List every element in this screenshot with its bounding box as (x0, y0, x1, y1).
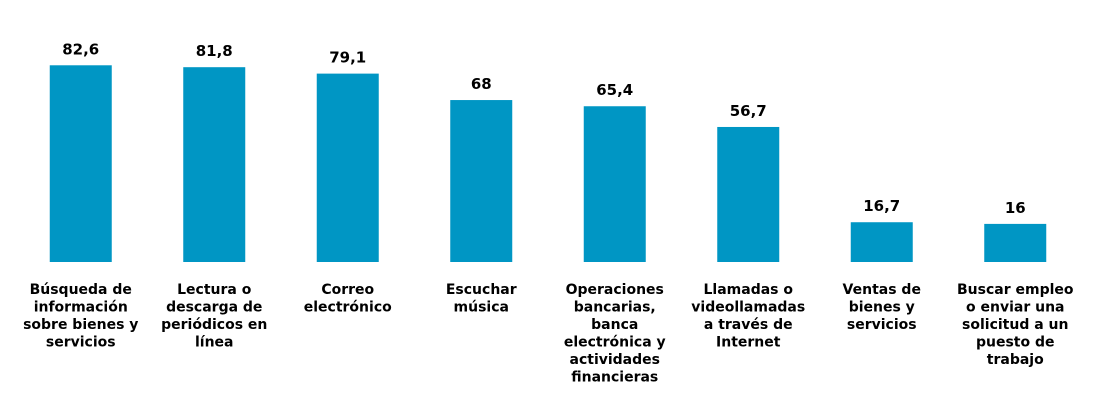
category-label-line: bienes y (849, 300, 915, 316)
category-label-line: Lectura o (177, 282, 252, 298)
category-label: Búsqueda de información sobre bienes y serv… (23, 282, 138, 351)
bar (49, 65, 112, 262)
category-label-line: videollamadas (691, 300, 805, 316)
category-label-line: Buscar empleo (957, 282, 1074, 298)
category-label-line: música (454, 300, 509, 316)
category-label: Correo electrónico (304, 282, 392, 316)
data-label: 56,7 (730, 102, 767, 120)
category-label-line: información (34, 300, 128, 316)
category-label: Lectura o descarga de periódicos en línea (161, 282, 267, 351)
category-label-line: sobre bienes y (23, 317, 138, 333)
category-label-line: o enviar una (966, 300, 1065, 316)
category-label-line: línea (195, 335, 234, 351)
data-label: 65,4 (596, 81, 633, 99)
data-label: 81,8 (196, 42, 233, 60)
category-label-line: Correo (321, 282, 374, 298)
bar (316, 73, 379, 262)
data-label: 16 (1005, 199, 1026, 217)
category-label-line: electrónica y (564, 335, 666, 351)
category-label-line: puesto de (976, 335, 1055, 351)
data-label: 16,7 (863, 197, 900, 215)
category-label-line: financieras (571, 370, 658, 386)
category-label-line: servicios (847, 317, 917, 333)
category-label-line: solicitud a un (962, 317, 1068, 333)
category-label: Llamadas o videollamadas a través de Intern… (691, 282, 805, 351)
category-label: Ventas de bienes y servicios (843, 282, 921, 333)
category-label-line: servicios (46, 335, 116, 351)
category-label-line: descarga de (166, 300, 262, 316)
category-label-line: Llamadas o (704, 282, 794, 298)
category-label-line: Escuchar (446, 282, 517, 298)
category-label-line: electrónico (304, 300, 392, 316)
bar (717, 126, 780, 262)
value-labels-group: 82,6 81,8 79,1 68 65,4 56,7 16,7 16 (62, 40, 1025, 217)
category-label-line: banca (591, 317, 638, 333)
category-label: Escuchar música (446, 282, 517, 316)
category-label-line: Operaciones (566, 282, 664, 298)
category-label-line: Búsqueda de (30, 282, 132, 298)
bar (850, 222, 913, 262)
data-label: 79,1 (329, 49, 366, 67)
data-label: 68 (471, 75, 492, 93)
category-labels-group: Búsqueda de información sobre bienes y serv… (23, 282, 1074, 386)
category-label-line: Ventas de (843, 282, 921, 298)
bar (984, 223, 1047, 262)
bar (183, 67, 246, 262)
data-label: 82,6 (62, 40, 99, 58)
category-label-line: actividades (570, 352, 660, 368)
category-label-line: bancarias, (574, 300, 656, 316)
bar (583, 106, 646, 263)
category-label-line: periódicos en (161, 317, 267, 333)
category-label-line: trabajo (987, 352, 1044, 368)
bars-group (49, 65, 1047, 263)
bar (450, 100, 513, 263)
category-label-line: a través de (704, 317, 793, 333)
category-label: Buscar empleo o enviar una solicitud a un p… (957, 282, 1074, 368)
category-label-line: Internet (716, 335, 781, 351)
